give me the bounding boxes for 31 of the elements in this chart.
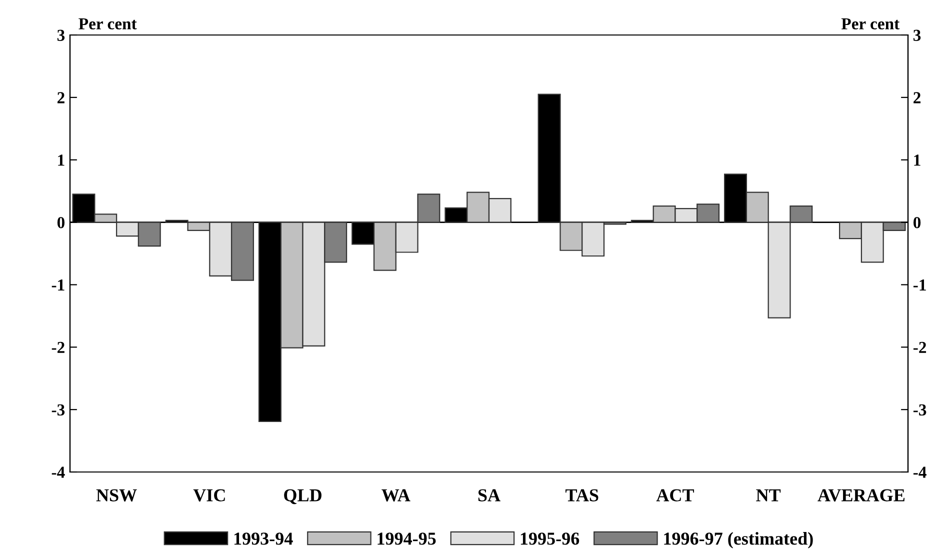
- y-tick-label: -3: [52, 404, 65, 416]
- x-tick-label: AVERAGE: [818, 489, 904, 502]
- x-tick-label: QLD: [284, 489, 322, 504]
- legend-label: 1993-94: [234, 532, 293, 545]
- y2-tick-label: 0: [913, 216, 921, 228]
- legend-label: 1995-96: [520, 532, 580, 545]
- y-tick-label: 1: [58, 154, 64, 166]
- x-tick-label: WA: [382, 489, 410, 502]
- y-tick-label: 2: [58, 92, 64, 104]
- y2-tick-label: -3: [913, 404, 926, 416]
- x-tick-label: TAS: [565, 489, 598, 502]
- y-tick-label: -2: [52, 342, 64, 353]
- legend-label: 1994-95: [378, 532, 436, 545]
- x-tick-label: SA: [478, 489, 500, 502]
- y2-tick-label: 3: [913, 30, 921, 41]
- y-tick-label: -4: [52, 466, 65, 478]
- y2-tick-label: -4: [913, 466, 926, 478]
- y2-tick-label: 2: [914, 92, 920, 104]
- y2-tick-label: -2: [913, 342, 926, 353]
- y2-tick-label: 1: [914, 154, 920, 166]
- y2-axis-title: Per cent: [841, 18, 900, 30]
- x-tick-label: NT: [756, 489, 781, 502]
- y-tick-label: -1: [52, 279, 64, 290]
- legend-label: 1996-97 (estimated): [664, 532, 813, 548]
- x-tick-label: ACT: [656, 489, 694, 502]
- x-tick-label: NSW: [96, 489, 137, 502]
- y2-tick-label: -1: [913, 279, 926, 290]
- y-tick-label: 0: [57, 216, 65, 228]
- x-tick-label: VIC: [193, 489, 225, 502]
- y-tick-label: 3: [57, 30, 65, 41]
- y-axis-title: Per cent: [78, 18, 137, 30]
